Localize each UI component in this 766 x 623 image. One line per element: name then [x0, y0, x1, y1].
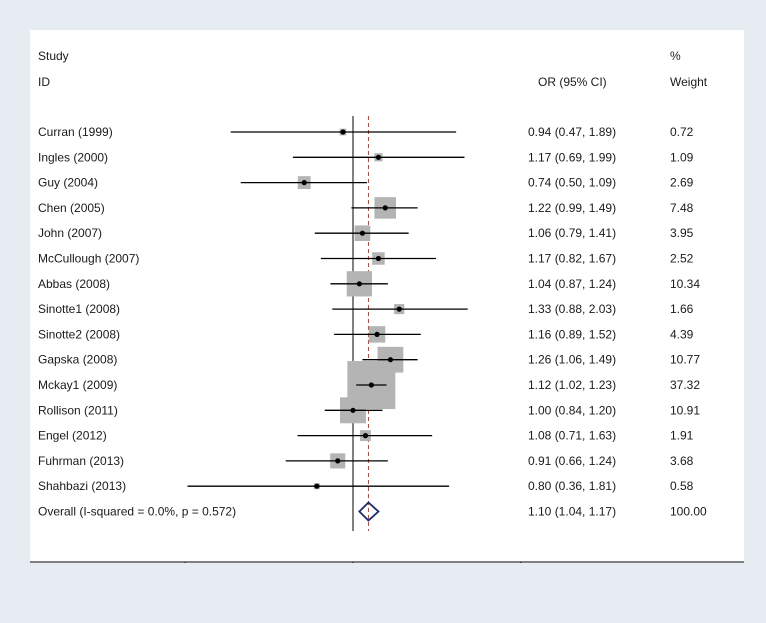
point-estimate — [396, 306, 402, 312]
weight-value: 0.58 — [670, 479, 694, 493]
header-weight-percent: % — [670, 49, 681, 63]
or-ci-value: 1.17 (0.69, 1.99) — [528, 150, 616, 164]
point-estimate — [314, 483, 320, 489]
point-estimate — [362, 433, 369, 439]
or-ci-value: 0.91 (0.66, 1.24) — [528, 454, 616, 468]
overall-weight-value: 100.00 — [670, 505, 707, 519]
study-label: Curran (1999) — [38, 125, 113, 139]
point-estimate — [374, 331, 380, 337]
study-label: Rollison (2011) — [38, 403, 118, 417]
or-ci-value: 1.04 (0.87, 1.24) — [528, 277, 616, 291]
or-ci-value: 1.17 (0.82, 1.67) — [528, 252, 616, 266]
study-label: Mckay1 (2009) — [38, 378, 117, 392]
point-estimate — [375, 154, 382, 160]
or-ci-value: 1.26 (1.06, 1.49) — [528, 353, 616, 367]
weight-value: 4.39 — [670, 327, 694, 341]
point-estimate — [340, 129, 346, 135]
weight-value: 7.48 — [670, 201, 694, 215]
weight-value: 3.95 — [670, 226, 694, 240]
overall-diamond — [358, 501, 380, 522]
weight-value: 37.32 — [670, 378, 700, 392]
study-label: Shahbazi (2013) — [38, 479, 126, 493]
point-estimate — [359, 230, 366, 236]
point-estimate — [387, 357, 394, 363]
weight-value: 1.66 — [670, 302, 694, 316]
header-id: ID — [38, 75, 50, 89]
header-or-ci: OR (95% CI) — [538, 75, 607, 89]
study-label: Chen (2005) — [38, 201, 105, 215]
header-weight: Weight — [670, 75, 708, 89]
or-ci-value: 1.22 (0.99, 1.49) — [528, 201, 616, 215]
study-label: Abbas (2008) — [38, 277, 110, 291]
point-estimate — [335, 458, 341, 464]
point-estimate — [382, 205, 388, 211]
weight-value: 10.34 — [670, 277, 700, 291]
weight-value: 0.72 — [670, 125, 694, 139]
weight-value: 3.68 — [670, 454, 694, 468]
weight-value: 1.91 — [670, 429, 694, 443]
or-ci-value: 1.33 (0.88, 2.03) — [528, 302, 616, 316]
study-label: Ingles (2000) — [38, 150, 108, 164]
weight-value: 2.52 — [670, 252, 694, 266]
plot-layer: Curran (1999) 0.94 (0.47, 1.89) 0.72 Ingles… — [30, 116, 744, 563]
point-estimate — [350, 407, 356, 413]
point-estimate — [356, 281, 362, 287]
or-ci-value: 1.16 (0.89, 1.52) — [528, 327, 616, 341]
forest-plot: Study ID OR (95% CI) % Weight Curran (19… — [30, 49, 744, 563]
header-study: Study — [38, 49, 69, 63]
weight-value: 10.91 — [670, 403, 700, 417]
study-label: McCullough (2007) — [38, 252, 139, 266]
weight-value: 1.09 — [670, 150, 694, 164]
or-ci-value: 0.94 (0.47, 1.89) — [528, 125, 616, 139]
or-ci-value: 1.12 (1.02, 1.23) — [528, 378, 616, 392]
point-estimate — [301, 180, 307, 186]
or-ci-value: 1.06 (0.79, 1.41) — [528, 226, 616, 240]
or-ci-value: 0.80 (0.36, 1.81) — [528, 479, 616, 493]
overall-label: Overall (I-squared = 0.0%, p = 0.572) — [38, 505, 236, 519]
study-label: Sinotte1 (2008) — [38, 302, 120, 316]
forest-plot-panel: Study ID OR (95% CI) % Weight Curran (19… — [30, 30, 744, 563]
study-label: John (2007) — [38, 226, 102, 240]
study-label: Fuhrman (2013) — [38, 454, 124, 468]
study-label: Engel (2012) — [38, 429, 107, 443]
weight-value: 10.77 — [670, 353, 700, 367]
study-label: Sinotte2 (2008) — [38, 327, 120, 341]
study-label: Gapska (2008) — [38, 353, 117, 367]
overall-or-ci-value: 1.10 (1.04, 1.17) — [528, 505, 616, 519]
point-estimate — [368, 382, 374, 388]
weight-value: 2.69 — [670, 176, 694, 190]
or-ci-value: 0.74 (0.50, 1.09) — [528, 176, 616, 190]
or-ci-value: 1.00 (0.84, 1.20) — [528, 403, 616, 417]
or-ci-value: 1.08 (0.71, 1.63) — [528, 429, 616, 443]
study-label: Guy (2004) — [38, 176, 98, 190]
point-estimate — [375, 255, 382, 262]
